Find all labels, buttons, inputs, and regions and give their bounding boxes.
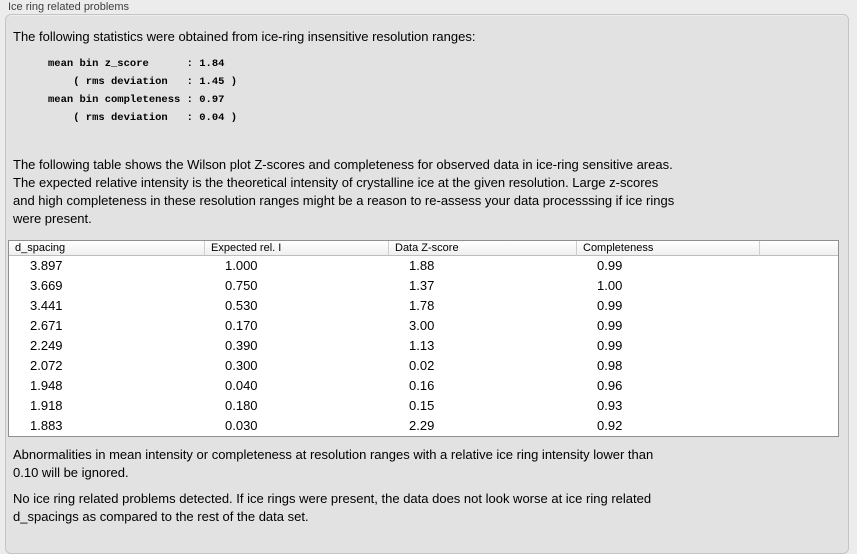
- table-cell: 0.99: [597, 298, 623, 313]
- table-cell: 0.92: [597, 418, 623, 433]
- table-cell: 1.000: [225, 258, 258, 273]
- ice-ring-table: d_spacing Expected rel. I Data Z-score C…: [8, 240, 839, 437]
- table-cell: 2.249: [30, 338, 63, 353]
- table-header-row: d_spacing Expected rel. I Data Z-score C…: [9, 241, 838, 256]
- ignore-note-line: Abnormalities in mean intensity or compl…: [13, 447, 654, 462]
- stat-line-mean-z-score: mean bin z_score : 1.84: [48, 58, 225, 70]
- table-cell: 0.93: [597, 398, 623, 413]
- stat-line-z-rms: ( rms deviation : 1.45 ): [48, 76, 238, 88]
- table-cell: 0.750: [225, 278, 258, 293]
- table-row[interactable]: 2.072 0.300 0.02 0.98: [9, 356, 838, 376]
- table-cell: 0.040: [225, 378, 258, 393]
- table-row[interactable]: 2.249 0.390 1.13 0.99: [9, 336, 838, 356]
- table-row[interactable]: 2.671 0.170 3.00 0.99: [9, 316, 838, 336]
- table-cell-empty: [759, 356, 838, 376]
- table-cell-empty: [759, 396, 838, 416]
- table-cell-empty: [759, 376, 838, 396]
- column-header-expected-rel-i[interactable]: Expected rel. I: [204, 241, 388, 256]
- table-cell-empty: [759, 416, 838, 436]
- table-cell: 1.78: [409, 298, 435, 313]
- table-cell: 0.030: [225, 418, 258, 433]
- table-row[interactable]: 3.897 1.000 1.88 0.99: [9, 256, 838, 276]
- table-cell: 3.669: [30, 278, 63, 293]
- table-row[interactable]: 3.669 0.750 1.37 1.00: [9, 276, 838, 296]
- table-cell-empty: [759, 336, 838, 356]
- table-cell: 0.98: [597, 358, 623, 373]
- column-header-empty: [759, 241, 838, 256]
- column-header-data-z-score[interactable]: Data Z-score: [388, 241, 576, 256]
- conclusion-text: No ice ring related problems detected. I…: [13, 490, 651, 526]
- table-cell: 3.897: [30, 258, 63, 273]
- table-cell: 1.948: [30, 378, 63, 393]
- table-description-line: The expected relative intensity is the t…: [13, 175, 659, 190]
- intro-text: The following statistics were obtained f…: [13, 29, 476, 44]
- table-cell: 2.072: [30, 358, 63, 373]
- ignore-note: Abnormalities in mean intensity or compl…: [13, 446, 653, 482]
- table-cell-empty: [759, 316, 838, 336]
- table-description-line: and high completeness in these resolutio…: [13, 193, 675, 208]
- table-description-line: The following table shows the Wilson plo…: [13, 157, 673, 172]
- conclusion-line: d_spacings as compared to the rest of th…: [13, 509, 309, 524]
- table-cell: 2.671: [30, 318, 63, 333]
- group-box-label: Ice ring related problems: [8, 1, 130, 13]
- table-cell: 0.300: [225, 358, 258, 373]
- stat-line-mean-completeness: mean bin completeness : 0.97: [48, 94, 225, 106]
- table-cell: 0.99: [597, 338, 623, 353]
- table-description-line: were present.: [13, 211, 92, 226]
- table-cell: 1.37: [409, 278, 435, 293]
- ignore-note-line: 0.10 will be ignored.: [13, 465, 129, 480]
- table-row[interactable]: 3.441 0.530 1.78 0.99: [9, 296, 838, 316]
- table-description: The following table shows the Wilson plo…: [13, 156, 674, 228]
- table-cell: 0.96: [597, 378, 623, 393]
- table-cell: 1.00: [597, 278, 623, 293]
- table-cell: 1.13: [409, 338, 435, 353]
- table-cell: 3.441: [30, 298, 63, 313]
- table-cell-empty: [759, 256, 838, 276]
- statistics-block: mean bin z_score : 1.84 ( rms deviation …: [48, 55, 237, 127]
- table-row[interactable]: 1.883 0.030 2.29 0.92: [9, 416, 838, 436]
- table-cell: 0.02: [409, 358, 435, 373]
- table-cell: 0.530: [225, 298, 258, 313]
- ice-ring-table-body: 3.897 1.000 1.88 0.99 3.669 0.750 1.37 1.00 3.44…: [9, 256, 838, 436]
- conclusion-line: No ice ring related problems detected. I…: [13, 491, 652, 506]
- table-cell-empty: [759, 296, 838, 316]
- table-cell: 0.16: [409, 378, 435, 393]
- table-cell: 0.15: [409, 398, 435, 413]
- table-cell: 3.00: [409, 318, 435, 333]
- table-cell: 0.180: [225, 398, 258, 413]
- table-cell: 1.88: [409, 258, 435, 273]
- table-cell: 0.99: [597, 258, 623, 273]
- stat-line-completeness-rms: ( rms deviation : 0.04 ): [48, 112, 238, 124]
- column-header-d-spacing[interactable]: d_spacing: [9, 241, 204, 256]
- table-cell: 1.918: [30, 398, 63, 413]
- table-cell: 1.883: [30, 418, 63, 433]
- table-cell: 2.29: [409, 418, 435, 433]
- table-row[interactable]: 1.918 0.180 0.15 0.93: [9, 396, 838, 416]
- table-row[interactable]: 1.948 0.040 0.16 0.96: [9, 376, 838, 396]
- column-header-completeness[interactable]: Completeness: [576, 241, 759, 256]
- table-cell: 0.170: [225, 318, 258, 333]
- table-cell: 0.390: [225, 338, 258, 353]
- table-cell-empty: [759, 276, 838, 296]
- table-cell: 0.99: [597, 318, 623, 333]
